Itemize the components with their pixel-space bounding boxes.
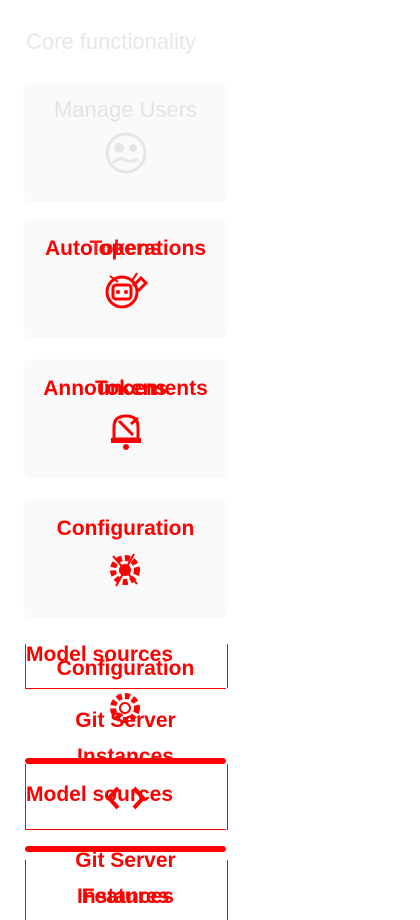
announcements-label: Announcements [43,377,208,400]
divider-line [25,688,226,689]
model-sources-bracket [25,644,228,688]
section-title: Core functionality [26,29,196,54]
thick-divider-bottom [25,846,226,852]
git-server-label: Git Server [75,709,176,732]
card-manage-users[interactable]: Manage Users [25,84,226,200]
bell-icon [111,414,141,450]
model-sources-label: Model sources [26,643,174,666]
configuration-label: Configuration [56,517,195,540]
gear-icon [110,553,140,587]
thick-divider-top [25,758,226,764]
git-server-label-2: Git Server [75,849,176,872]
card-announcements[interactable] [25,360,226,476]
configuration-overlay-label: Configuration [56,657,195,680]
divider-line-2 [25,829,226,830]
code-icon [106,786,146,810]
bottom-bracket [25,860,228,920]
card-label-manage-users: Manage Users [53,97,198,122]
account-circle-icon [105,132,147,174]
instances-label-2: Instances [77,885,174,908]
robot-icon [105,272,149,309]
model-sources-bracket-2 [25,764,228,830]
gear-icon-overlay [110,693,140,723]
tokens-label-overlap: Tokens [89,237,162,260]
model-sources-label-2: Model sources [26,783,174,806]
features-label: Features [81,885,170,908]
tokens-label: Tokens [95,377,167,400]
auto-operations-label: Auto operations [45,237,206,260]
